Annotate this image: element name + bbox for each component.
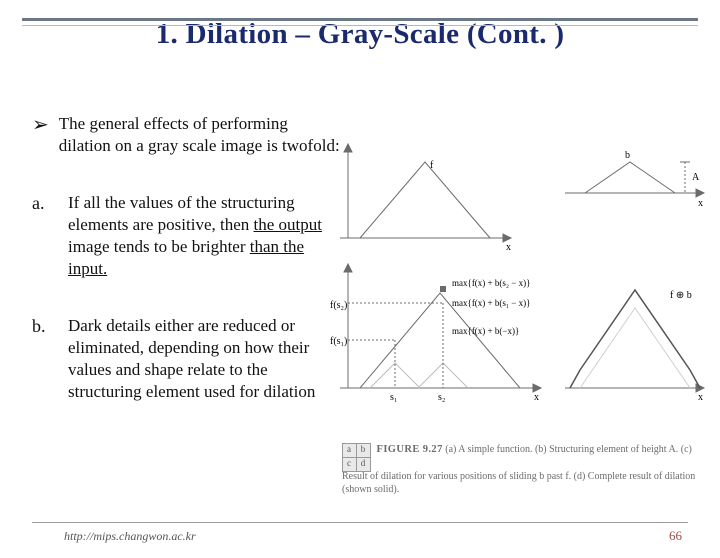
figure-caption: a b c d FIGURE 9.27 (a) A simple functio… [342, 443, 697, 496]
page-title: 1. Dilation – Gray-Scale (Cont. ) [0, 18, 720, 51]
list-item-a: a. If all the values of the structuring … [32, 192, 342, 280]
item-marker: b. [32, 315, 54, 338]
intro-block: ➢ The general effects of performing dila… [32, 113, 342, 157]
arrow-bullet-icon: ➢ [32, 115, 49, 135]
item-body: Dark details either are reduced or elimi… [68, 315, 342, 403]
lbl-fplusb: f ⊕ b [670, 290, 692, 301]
lbl-x3: x [534, 392, 539, 403]
top-accent-bar [22, 18, 698, 21]
lbl-s1: s₁ [390, 392, 397, 403]
text-column: ➢ The general effects of performing dila… [32, 113, 342, 403]
lbl-fs2: f(s₂) [330, 300, 347, 311]
lbl-m3: max{f(x) + b(−x)} [452, 326, 519, 336]
item-a-u1: the output [254, 215, 322, 234]
item-marker: a. [32, 192, 54, 215]
key-c: c [342, 457, 357, 472]
lbl-x2: x [698, 198, 703, 209]
lbl-m1: max{f(x) + b(s₂ − x)} [452, 278, 530, 288]
figure-svg: f x b A x [330, 118, 705, 498]
top-sub-line [22, 25, 698, 26]
lbl-fs1: f(s₁) [330, 336, 347, 347]
page-number: 66 [669, 528, 682, 544]
lbl-f: f [430, 160, 434, 171]
key-b: b [356, 443, 371, 458]
footer-divider [32, 522, 688, 523]
footer-url: http://mips.changwon.ac.kr [64, 529, 196, 544]
lbl-x4: x [698, 392, 703, 403]
caption-bold: FIGURE 9.27 [377, 444, 443, 455]
lbl-m2: max{f(x) + b(s₁ − x)} [452, 298, 530, 308]
item-body: If all the values of the structuring ele… [68, 192, 342, 280]
lbl-s2: s₂ [438, 392, 445, 403]
figure-panel: f x b A x [330, 118, 705, 498]
lbl-b: b [625, 150, 630, 161]
key-d: d [356, 457, 371, 472]
list-item-b: b. Dark details either are reduced or el… [32, 315, 342, 403]
lbl-x1: x [506, 242, 511, 253]
subfig-key: a b c d [342, 443, 370, 471]
intro-text: The general effects of performing dilati… [59, 113, 342, 157]
lbl-A: A [692, 172, 700, 183]
item-a-mid: image tends to be brighter [68, 237, 250, 256]
key-a: a [342, 443, 357, 458]
